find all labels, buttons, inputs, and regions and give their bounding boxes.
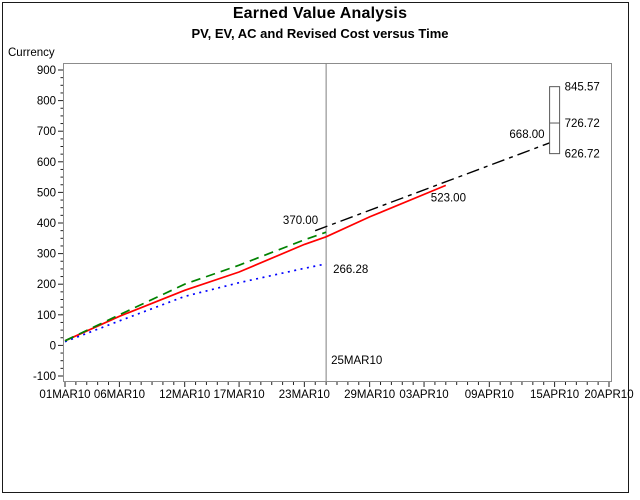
y-tick-label: 800	[37, 96, 56, 108]
data-label: 523.00	[431, 192, 466, 204]
x-tick-label: 06MAR10	[94, 389, 145, 401]
y-axis-title: Currency	[8, 47, 55, 59]
y-axis: -100 0 100 200 300 400 500 600 700 800 900	[33, 65, 63, 383]
figure-border	[2, 2, 629, 493]
series-line-revised-cost	[314, 140, 555, 232]
series-line-ac	[64, 231, 327, 342]
y-tick-label: 900	[37, 65, 56, 77]
x-tick-label: 20APR10	[584, 389, 633, 401]
x-tick-label: 15APR10	[530, 389, 579, 401]
series-line-ev	[64, 263, 327, 343]
data-label: 266.28	[333, 264, 368, 276]
series-line-pv	[64, 184, 447, 342]
y-tick-label: 100	[37, 310, 56, 322]
legend: LEGEND: PV = 355.00 EV = 266.28 AC = 370…	[0, 412, 640, 496]
x-axis: 01MAR10 06MAR10 12MAR10 17MAR10 23MAR10 29MAR…	[39, 382, 634, 401]
y-tick-label: 700	[37, 126, 56, 138]
refline-label: 25MAR10	[331, 355, 382, 367]
data-label: 668.00	[509, 129, 544, 141]
plot-frame	[63, 63, 612, 382]
y-tick-label: 500	[37, 187, 56, 199]
x-tick-label: 17MAR10	[214, 389, 265, 401]
x-tick-label: 01MAR10	[39, 389, 90, 401]
x-tick-label: 09APR10	[465, 389, 514, 401]
data-label: 370.00	[283, 215, 318, 227]
y-tick-label: 0	[50, 340, 56, 352]
eac-range-box	[549, 86, 561, 155]
x-tick-label: 03APR10	[399, 389, 448, 401]
x-tick-label: 23MAR10	[279, 389, 330, 401]
chart-title: Earned Value Analysis	[232, 5, 408, 22]
y-tick-label: 600	[37, 157, 56, 169]
y-tick-label: 400	[37, 218, 56, 230]
y-tick-label: -100	[33, 371, 56, 383]
x-tick-label: 12MAR10	[159, 389, 210, 401]
data-label: 845.57	[565, 82, 600, 94]
y-tick-label: 200	[37, 279, 56, 291]
data-label: 626.72	[565, 149, 600, 161]
y-tick-label: 300	[37, 249, 56, 261]
data-label: 726.72	[565, 118, 600, 130]
chart-subtitle: PV, EV, AC and Revised Cost versus Time	[191, 26, 449, 41]
x-tick-label: 29MAR10	[344, 389, 395, 401]
